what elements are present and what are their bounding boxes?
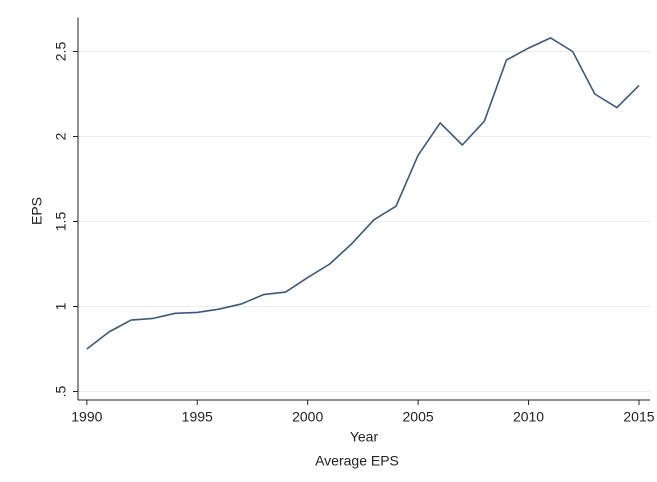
y-tick-label: .5: [53, 385, 69, 397]
x-tick-label: 1995: [182, 409, 213, 425]
y-tick-label: 2: [53, 132, 69, 140]
y-axis-label: EPS: [29, 197, 45, 225]
x-tick-label: 2015: [623, 409, 654, 425]
x-tick-label: 2005: [403, 409, 434, 425]
chart-title: Average EPS: [315, 453, 399, 469]
x-tick-label: 2010: [513, 409, 544, 425]
x-tick-label: 2000: [292, 409, 323, 425]
x-axis-label: Year: [350, 429, 379, 445]
y-tick-label: 1.5: [53, 212, 69, 232]
y-tick-label: 2.5: [53, 42, 69, 62]
y-tick-label: 1: [53, 302, 69, 310]
x-tick-label: 1990: [71, 409, 102, 425]
line: [86, 37, 640, 350]
